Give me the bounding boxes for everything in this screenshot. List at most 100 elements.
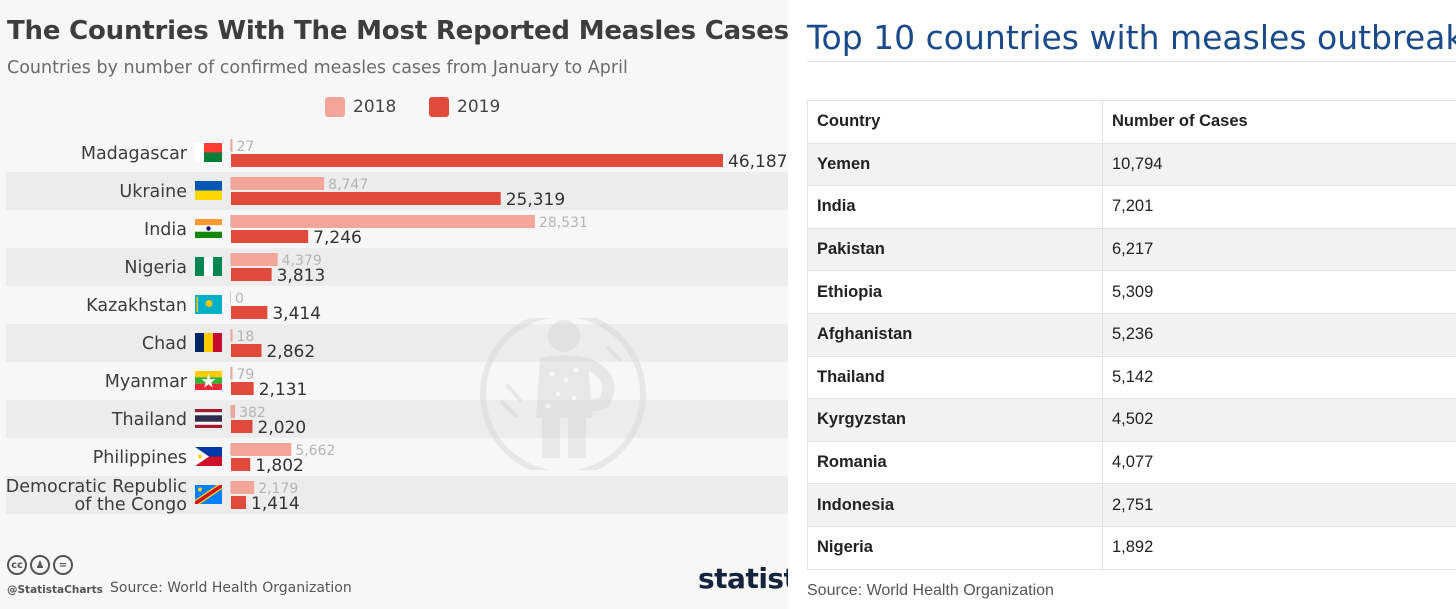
bar-2019 [231, 458, 251, 471]
creative-commons-icons: cc ♟ = [7, 555, 73, 575]
table-cell-country: Kyrgyzstan [807, 398, 1103, 442]
data-label-2018: 382 [239, 405, 266, 421]
table-cell-cases: 5,309 [1102, 270, 1456, 314]
table-cell-country: Thailand [807, 355, 1103, 400]
data-label-2019: 46,187 [728, 152, 787, 172]
statista-logo[interactable]: statista [698, 562, 788, 595]
table-row: Afghanistan 5,236 [807, 312, 1456, 357]
bar-2018 [231, 443, 292, 456]
data-label-2019: 3,414 [272, 304, 321, 324]
bar-2019 [231, 344, 262, 357]
legend-item-2018: 2018 [325, 97, 396, 117]
bar-2019 [231, 306, 268, 319]
bar-2019 [231, 268, 272, 281]
table-cell-cases: 1,892 [1102, 525, 1456, 570]
table-row: Kyrgyzstan 4,502 [807, 398, 1456, 442]
row-band [6, 248, 788, 286]
row-band [6, 400, 788, 438]
bar-2018 [231, 139, 233, 152]
bar-2019 [231, 154, 723, 167]
philippines-flag [195, 447, 222, 466]
table-cell-cases: 2,751 [1102, 483, 1456, 527]
table-cell-country: Ethiopia [807, 270, 1103, 314]
table-row: Thailand 5,142 [807, 355, 1456, 400]
legend-swatch-2018 [325, 97, 345, 117]
table-cell-country: Nigeria [807, 525, 1103, 570]
bar-2018 [231, 253, 278, 266]
bar-2019 [231, 420, 253, 433]
chart-legend: 2018 2019 [0, 97, 788, 121]
table-cell-country: Romania [807, 440, 1103, 485]
bar-2019 [231, 496, 247, 509]
data-label-2019: 3,813 [277, 266, 326, 286]
india-flag [195, 219, 222, 238]
legend-swatch-2019 [429, 97, 449, 117]
data-label-2018: 5,662 [295, 443, 335, 459]
statista-handle: @StatistaCharts [7, 584, 103, 596]
table-cell-cases: 7,201 [1102, 185, 1456, 229]
table-cell-cases: 4,502 [1102, 398, 1456, 442]
cc-icon: cc [7, 555, 27, 575]
data-label-2018: 28,531 [539, 215, 588, 231]
data-label-2019: 1,414 [251, 494, 300, 514]
data-label-2018: 79 [237, 367, 255, 383]
data-label-2018: 27 [237, 139, 255, 155]
thailand-flag [195, 409, 222, 428]
country-label: Kazakhstan [86, 296, 187, 316]
data-label-2018: 18 [237, 329, 255, 345]
kazakhstan-flag [195, 295, 222, 314]
bar-2018 [231, 215, 535, 228]
row-band [6, 324, 788, 362]
myanmar-flag [195, 371, 222, 390]
country-label: Myanmar [105, 372, 188, 392]
header-cases: Number of Cases [1102, 100, 1456, 144]
data-label-2019: 2,020 [258, 418, 307, 438]
table-cell-cases: 5,236 [1102, 312, 1456, 357]
country-label: Ukraine [119, 182, 187, 202]
legend-item-2019: 2019 [429, 97, 500, 117]
chad-flag [195, 333, 222, 352]
row-band [6, 476, 788, 514]
table-cell-country: Indonesia [807, 483, 1103, 527]
ukraine-flag [195, 181, 222, 200]
no-derivatives-icon: = [53, 555, 73, 575]
bar-2018 [231, 405, 236, 418]
country-label: India [144, 220, 187, 240]
bar-2018 [231, 329, 233, 342]
table-row: Pakistan 6,217 [807, 227, 1456, 272]
bar-2018 [231, 367, 233, 380]
data-label-2019: 25,319 [506, 190, 565, 210]
data-label-2019: 1,802 [255, 456, 304, 476]
bar-2019 [231, 230, 309, 243]
table-cell-country: Afghanistan [807, 312, 1103, 357]
data-label-2019: 2,131 [259, 380, 308, 400]
title-divider [807, 61, 1456, 62]
legend-label-2019: 2019 [457, 97, 501, 117]
nigeria-flag [195, 257, 222, 276]
table-cell-country: Pakistan [807, 227, 1103, 272]
country-label: Madagascar [81, 144, 188, 164]
chart-source: Source: World Health Organization [110, 580, 352, 596]
table-cell-country: Yemen [807, 142, 1103, 187]
legend-label-2018: 2018 [353, 97, 397, 117]
drc-flag [195, 485, 222, 504]
bar-2019 [231, 192, 501, 205]
chart-subtitle: Countries by number of confirmed measles… [7, 58, 628, 78]
table-title: Top 10 countries with measles outbreaks [807, 18, 1456, 57]
bar-2018 [231, 481, 255, 494]
data-label-2019: 2,862 [266, 342, 315, 362]
statista-chart-panel: The Countries With The Most Reported Mea… [0, 16, 788, 596]
measles-patient-icon [480, 318, 646, 470]
bar-2018 [231, 177, 325, 190]
table-row: India 7,201 [807, 185, 1456, 229]
outbreak-table-panel: Top 10 countries with measles outbreaks … [788, 0, 1456, 609]
country-label: Chad [142, 334, 187, 354]
table-cell-cases: 6,217 [1102, 227, 1456, 272]
country-label: Nigeria [124, 258, 187, 278]
bar-2019 [231, 382, 254, 395]
data-label-2018: 8,747 [328, 177, 368, 193]
table-header-row: Country Number of Cases [807, 100, 1456, 144]
cases-table: Country Number of Cases Yemen 10,794 India… [807, 100, 1456, 570]
table-source: Source: World Health Organization [807, 582, 1054, 599]
data-label-2018: 4,379 [282, 253, 322, 269]
